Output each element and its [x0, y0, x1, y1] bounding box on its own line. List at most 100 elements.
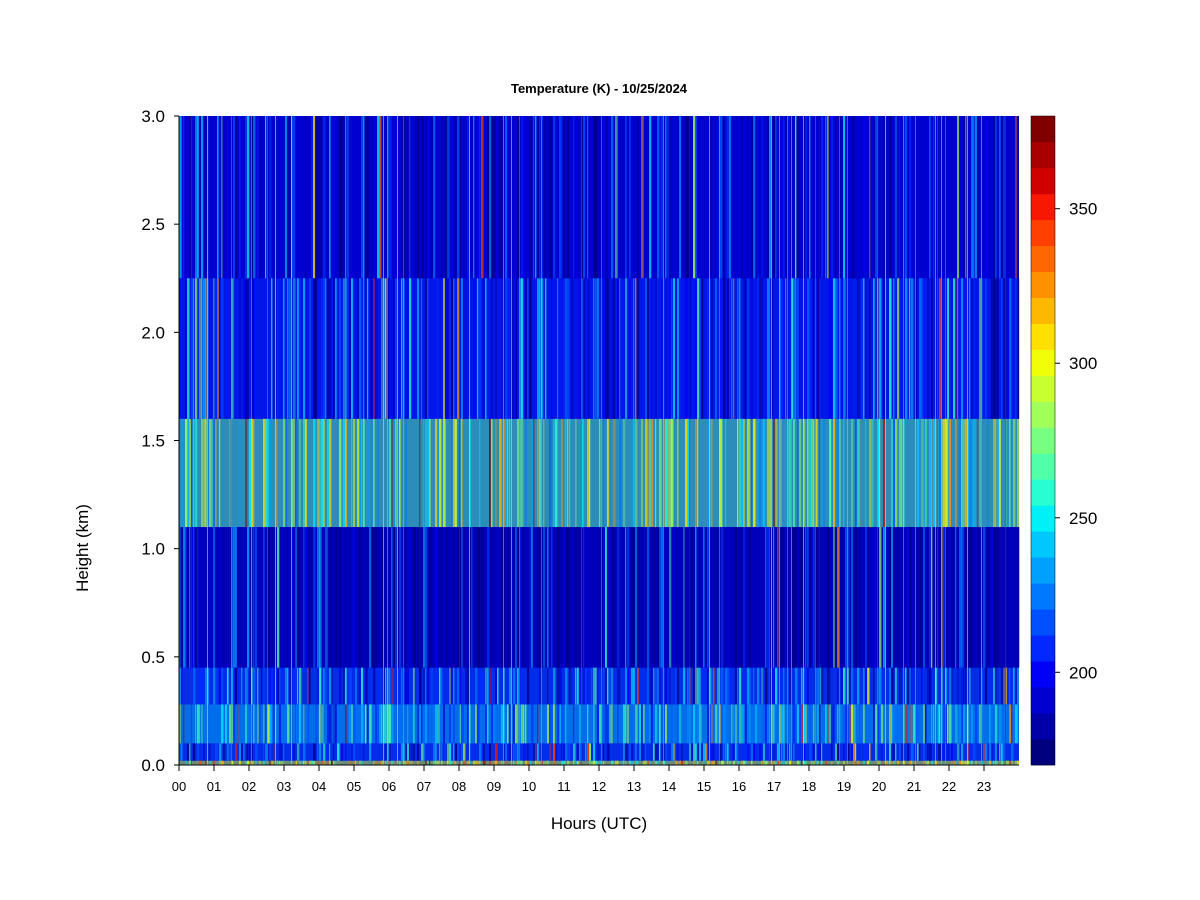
heatmap-cell: [373, 760, 375, 765]
heatmap-cell: [311, 116, 314, 279]
heatmap-cell: [939, 527, 941, 668]
heatmap-cell: [1005, 667, 1008, 705]
heatmap-cell: [249, 760, 251, 765]
heatmap-cell: [795, 667, 798, 705]
heatmap-cell: [671, 418, 674, 528]
heatmap-cell: [395, 418, 397, 528]
heatmap-cell: [487, 704, 489, 744]
heatmap-cell: [599, 418, 601, 528]
heatmap-cell: [305, 116, 307, 279]
heatmap-cell: [997, 743, 999, 761]
heatmap-cell: [911, 743, 914, 761]
heatmap-cell: [697, 743, 699, 761]
heatmap-cell: [523, 704, 525, 744]
heatmap-cell: [603, 418, 605, 528]
heatmap-cell: [285, 667, 288, 705]
heatmap-cell: [777, 527, 779, 668]
heatmap-cell: [313, 116, 316, 279]
heatmap-cell: [451, 116, 454, 279]
heatmap-cell: [427, 667, 430, 705]
heatmap-cell: [643, 527, 646, 668]
heatmap-cell: [979, 278, 982, 419]
x-tick-label: 15: [697, 779, 711, 794]
heatmap-cell: [347, 278, 350, 419]
heatmap-cell: [597, 278, 599, 419]
heatmap-cell: [407, 527, 409, 668]
heatmap-cell: [1009, 760, 1012, 765]
heatmap-cell: [385, 278, 387, 419]
heatmap-cell: [851, 704, 854, 744]
heatmap-cell: [857, 760, 860, 765]
heatmap-cell: [537, 116, 540, 279]
heatmap-cell: [1011, 704, 1013, 744]
colorbar-segment: [1031, 661, 1055, 688]
heatmap-cell: [439, 116, 441, 279]
heatmap-cell: [379, 743, 382, 761]
heatmap-cell: [883, 418, 885, 528]
heatmap-cell: [239, 760, 241, 765]
heatmap-cell: [395, 278, 397, 419]
heatmap-cell: [725, 704, 728, 744]
colorbar-segment: [1031, 635, 1055, 662]
heatmap-cell: [647, 760, 650, 765]
heatmap-cell: [699, 278, 702, 419]
heatmap-cell: [455, 116, 457, 279]
heatmap-cell: [233, 116, 236, 279]
heatmap-cell: [1009, 667, 1011, 705]
heatmap-cell: [323, 116, 326, 279]
heatmap-cell: [637, 667, 639, 705]
heatmap-cell: [611, 527, 614, 668]
heatmap-cell: [375, 760, 377, 765]
heatmap-cell: [331, 667, 333, 705]
heatmap-cell: [811, 527, 814, 668]
heatmap-cell: [673, 743, 676, 761]
heatmap-cell: [965, 527, 968, 668]
heatmap-cell: [765, 527, 767, 668]
heatmap-cell: [761, 278, 764, 419]
heatmap-cell: [327, 760, 329, 765]
heatmap-cell: [585, 667, 588, 705]
heatmap-cell: [821, 743, 823, 761]
heatmap-cell: [567, 116, 570, 279]
heatmap-cell: [413, 116, 416, 279]
heatmap-cell: [385, 760, 387, 765]
heatmap-cell: [877, 418, 880, 528]
heatmap-cell: [221, 116, 223, 279]
heatmap-cell: [525, 760, 528, 765]
heatmap-cell: [357, 760, 359, 765]
heatmap-cell: [245, 667, 248, 705]
heatmap-cell: [371, 527, 374, 668]
heatmap-cell: [537, 278, 540, 419]
heatmap-cell: [269, 418, 272, 528]
heatmap-cell: [305, 760, 307, 765]
heatmap-cell: [527, 667, 530, 705]
heatmap-cell: [243, 743, 246, 761]
heatmap-cell: [877, 278, 879, 419]
heatmap-cell: [385, 667, 387, 705]
heatmap-cell: [247, 760, 250, 765]
heatmap-cell: [797, 278, 799, 419]
heatmap-cell: [863, 278, 865, 419]
heatmap-cell: [263, 667, 266, 705]
heatmap-cell: [717, 527, 720, 668]
heatmap-cell: [437, 760, 440, 765]
heatmap-cell: [303, 278, 306, 419]
heatmap-cell: [607, 743, 610, 761]
heatmap-cell: [509, 704, 511, 744]
heatmap-cell: [481, 743, 484, 761]
heatmap-cell: [945, 418, 948, 528]
heatmap-cell: [605, 527, 607, 668]
heatmap-cell: [281, 760, 284, 765]
heatmap-cell: [435, 667, 438, 705]
heatmap-cell: [223, 743, 225, 761]
axes: 0.00.51.01.52.02.53.000 01 02 03 04 05 06 07 08 0…: [141, 107, 1019, 794]
heatmap-cell: [841, 667, 843, 705]
heatmap-cell: [863, 116, 865, 279]
heatmap-streak: [383, 116, 384, 765]
heatmap-cell: [925, 278, 928, 419]
heatmap-cell: [633, 667, 636, 705]
heatmap-cell: [645, 418, 648, 528]
heatmap-cell: [637, 116, 639, 279]
heatmap-cell: [441, 527, 443, 668]
heatmap-cell: [409, 527, 411, 668]
